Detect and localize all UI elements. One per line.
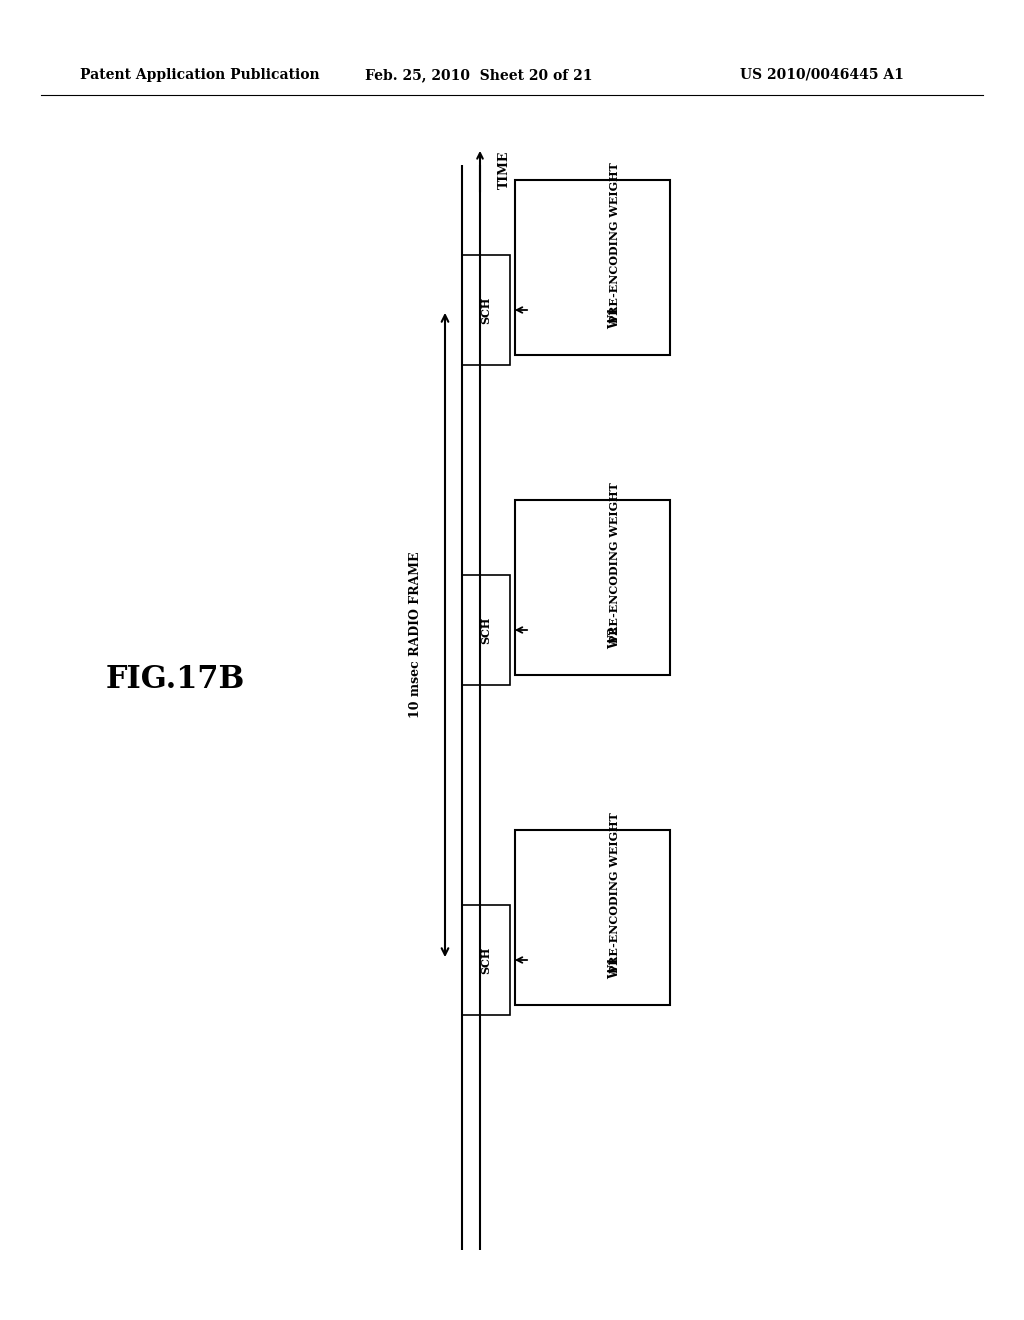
Text: FIG.17B: FIG.17B [105, 664, 245, 696]
Text: PRE-ENCODING WEIGHT: PRE-ENCODING WEIGHT [609, 812, 621, 973]
Text: US 2010/0046445 A1: US 2010/0046445 A1 [740, 69, 904, 82]
Bar [462, 906, 510, 1015]
Text: TIME: TIME [498, 150, 511, 189]
Text: SCH: SCH [480, 616, 492, 644]
Bar [515, 500, 670, 675]
Bar [462, 576, 510, 685]
Text: W2: W2 [608, 626, 622, 649]
Bar [462, 255, 510, 366]
Text: W1: W1 [608, 956, 622, 979]
Text: SCH: SCH [480, 946, 492, 974]
Text: PRE-ENCODING WEIGHT: PRE-ENCODING WEIGHT [609, 482, 621, 643]
Text: SCH: SCH [480, 297, 492, 323]
Text: Patent Application Publication: Patent Application Publication [80, 69, 319, 82]
Bar [515, 180, 670, 355]
Bar [515, 830, 670, 1005]
Text: PRE-ENCODING WEIGHT: PRE-ENCODING WEIGHT [609, 162, 621, 323]
Text: W1: W1 [608, 306, 622, 329]
Text: Feb. 25, 2010  Sheet 20 of 21: Feb. 25, 2010 Sheet 20 of 21 [365, 69, 593, 82]
Text: 10 msec RADIO FRAME: 10 msec RADIO FRAME [409, 552, 422, 718]
